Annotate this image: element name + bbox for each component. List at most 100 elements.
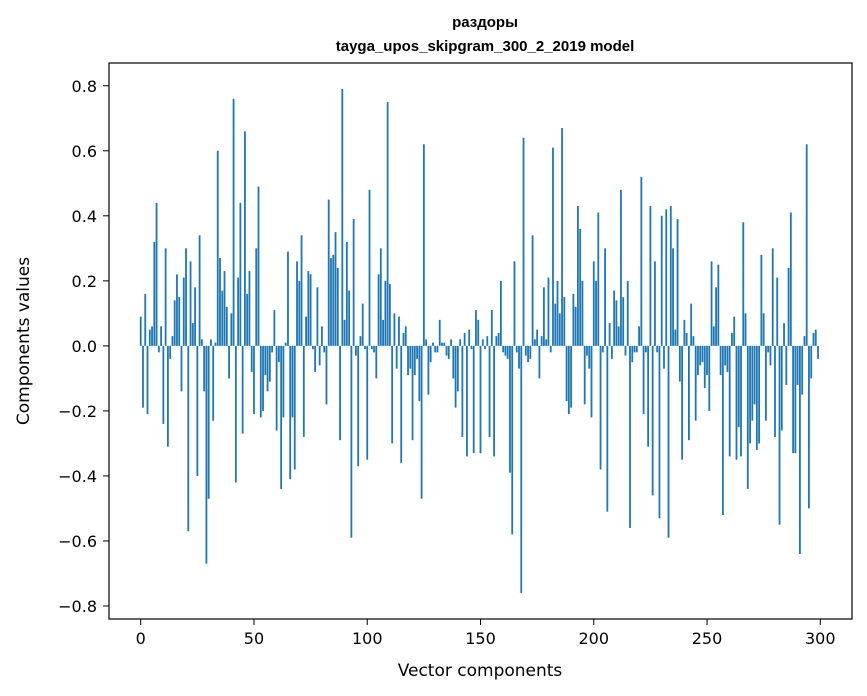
bar	[259, 345, 262, 418]
bar	[370, 345, 373, 350]
bar	[710, 261, 713, 346]
bar	[681, 345, 684, 460]
bar	[359, 336, 362, 346]
bar	[198, 235, 201, 346]
bar	[334, 232, 337, 346]
bar	[343, 319, 346, 346]
bar	[814, 329, 817, 346]
bar	[688, 345, 690, 441]
bar	[456, 345, 459, 392]
bar	[513, 261, 516, 346]
bar	[588, 345, 591, 369]
bar	[368, 189, 371, 346]
bar	[210, 339, 212, 346]
bar	[715, 287, 717, 346]
bar	[271, 345, 273, 353]
bar	[407, 345, 409, 376]
chart-subtitle: tayga_upos_skipgram_300_2_2019 model	[336, 38, 635, 55]
bar	[230, 313, 233, 346]
bar	[796, 345, 799, 385]
bar	[153, 241, 156, 346]
bar	[787, 267, 790, 346]
bar	[586, 345, 588, 356]
bar	[432, 342, 434, 346]
bar	[545, 339, 548, 346]
bar	[683, 319, 686, 346]
bar	[685, 332, 688, 346]
bar	[355, 345, 357, 356]
bar	[425, 339, 428, 346]
bars-group	[139, 89, 819, 593]
bar	[488, 345, 491, 437]
bar	[377, 274, 380, 346]
bar	[654, 261, 656, 346]
bar	[706, 345, 708, 376]
bar	[558, 313, 561, 346]
bar	[196, 345, 199, 476]
bar	[386, 102, 389, 346]
bar	[418, 345, 421, 402]
bar	[364, 345, 366, 350]
bar	[223, 271, 226, 346]
bar	[613, 290, 616, 346]
bar	[291, 345, 294, 418]
bar	[316, 287, 319, 346]
bar	[556, 280, 559, 346]
bar	[581, 280, 584, 346]
bar	[268, 345, 271, 382]
bar	[733, 316, 736, 346]
bar	[219, 258, 221, 346]
bar	[348, 290, 351, 346]
bar	[749, 345, 751, 444]
x-axis-ticks: 0 50 100 150 200 250 300	[136, 619, 836, 648]
bar	[257, 186, 260, 346]
bar	[216, 150, 219, 346]
bar	[717, 264, 720, 346]
bar	[642, 345, 645, 415]
bar	[357, 345, 360, 467]
bar	[207, 345, 210, 499]
bar	[817, 345, 819, 359]
bar	[767, 345, 770, 353]
bar	[484, 345, 486, 350]
bar	[502, 345, 505, 353]
bar	[296, 261, 298, 346]
y-tick-label: −0.2	[58, 402, 97, 421]
bar	[293, 345, 296, 470]
bar	[538, 345, 541, 379]
bar	[765, 345, 767, 421]
bar	[638, 326, 640, 346]
bar	[284, 342, 287, 346]
bar	[321, 326, 323, 346]
bar	[393, 313, 396, 346]
bar	[214, 342, 217, 346]
bar	[554, 303, 557, 346]
y-tick-label: −0.8	[58, 597, 97, 616]
bar	[812, 332, 815, 346]
bar	[305, 316, 307, 346]
bar	[658, 345, 661, 519]
bar	[620, 189, 622, 346]
bar	[486, 336, 489, 346]
bar	[758, 345, 761, 444]
bar	[463, 332, 466, 346]
bar	[185, 248, 187, 346]
bar	[610, 345, 613, 359]
bar	[753, 345, 756, 405]
x-tick-label: 200	[578, 629, 609, 648]
bar	[599, 345, 602, 470]
bar	[626, 280, 629, 346]
bar	[479, 345, 482, 454]
bar	[282, 345, 285, 418]
y-tick-label: 0.2	[72, 272, 97, 291]
bar	[336, 267, 339, 346]
bar	[266, 345, 269, 392]
bar	[547, 277, 550, 346]
bar	[565, 345, 568, 402]
bar	[592, 261, 595, 346]
bar	[789, 212, 792, 346]
bar	[549, 345, 552, 353]
bar	[205, 345, 208, 564]
bar	[200, 339, 203, 346]
